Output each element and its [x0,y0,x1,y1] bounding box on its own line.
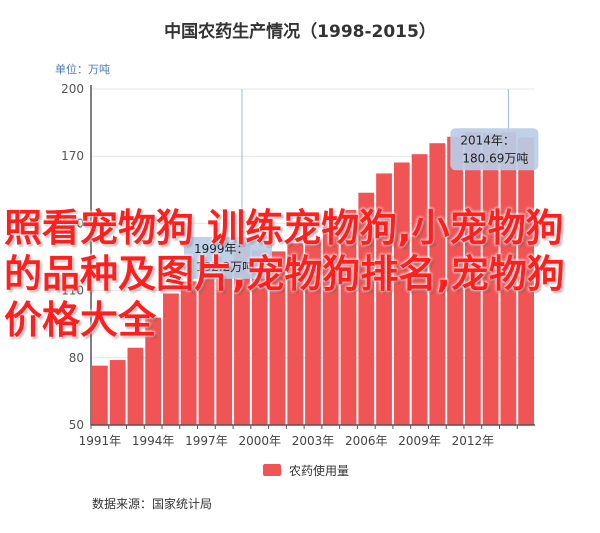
bar-2014年 [500,132,517,425]
y-tick-label: 140 [61,216,84,230]
legend-label: 农药使用量 [289,463,349,478]
bar-2001年 [269,251,286,425]
y-tick-label: 200 [61,82,84,96]
bar-1995年 [163,293,179,425]
y-tick-label: 170 [61,149,84,163]
bar-1998年 [216,261,233,425]
bar-2002年 [287,243,304,425]
tooltip-box [450,128,539,171]
y-tick-label: 50 [69,418,84,432]
x-tick-label: 2003年 [292,434,335,448]
bar-1991年 [92,365,108,425]
bar-1992年 [109,360,126,425]
bar-1994年 [145,317,162,425]
unit-label: 单位：万吨 [55,62,110,76]
x-tick-label: 2006年 [345,434,388,448]
tooltip-line2: 180.69万吨 [462,151,528,165]
tooltip-line1: 2014年： [460,133,515,147]
bar-1993年 [127,347,144,425]
x-tick-label: 1997年 [185,434,228,448]
bar-2013年 [482,133,499,426]
y-tick-label: 110 [61,284,84,298]
bar-2011年 [447,136,463,425]
watermark-overlay-text: 照看宠物狗 训练宠物狗,小宠物狗的品种及图片,宠物狗排名,宠物狗价格大全 [4,206,565,342]
x-tick-label: 2000年 [238,434,281,448]
bar-2010年 [429,143,446,425]
x-tick-label: 1994年 [132,434,175,448]
bar-2003年 [305,240,321,425]
chart-title: 中国农药生产情况（1998-2015） [164,21,436,42]
tooltip-line2: 132.2万吨 [196,260,254,274]
y-tick-label: 80 [69,351,84,365]
x-tick-label: 2009年 [398,434,441,448]
bar-1996年 [180,281,197,425]
tooltip-line1: 1999年： [194,242,249,256]
tooltip-box [183,236,272,279]
bar-1997年 [198,269,215,425]
legend-swatch [263,464,281,476]
bar-2008年 [393,162,410,426]
bar-2000年 [251,250,268,425]
bar-2009年 [411,154,428,425]
x-tick-label: 1991年 [79,434,122,448]
bar-2015年 [518,137,534,425]
x-tick-label: 2012年 [452,434,495,448]
bar-2005年 [340,209,357,425]
data-source-note: 数据来源：国家统计局 [92,497,213,511]
bar-1999年 [234,240,250,425]
bar-2004年 [322,226,339,425]
bar-2006年 [358,192,375,425]
bar-2012年 [464,132,481,425]
bar-2007年 [376,173,392,425]
